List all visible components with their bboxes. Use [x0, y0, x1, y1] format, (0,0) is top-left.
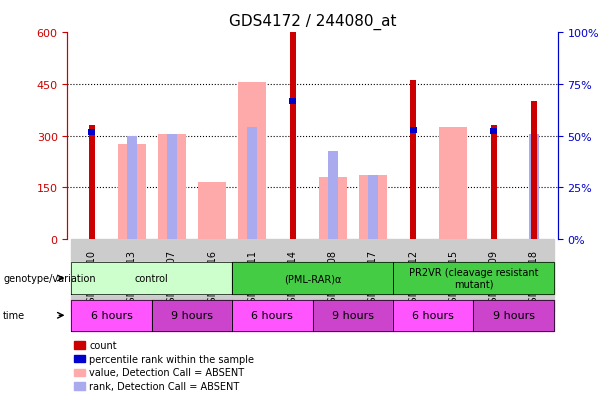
Bar: [528, 135, 539, 240]
Bar: [232, 240, 272, 312]
Bar: [328, 152, 338, 240]
Text: value, Detection Call = ABSENT: value, Detection Call = ABSENT: [89, 368, 245, 377]
Bar: [353, 240, 393, 312]
Text: 6 hours: 6 hours: [251, 311, 294, 320]
Bar: [368, 176, 378, 240]
Bar: [118, 145, 146, 240]
Bar: [490, 126, 497, 240]
Bar: [409, 128, 417, 134]
Bar: [247, 128, 257, 240]
Bar: [313, 240, 353, 312]
Bar: [158, 135, 186, 240]
Text: 6 hours: 6 hours: [91, 311, 132, 320]
Bar: [410, 81, 416, 240]
Text: 6 hours: 6 hours: [413, 311, 454, 320]
Bar: [289, 33, 295, 240]
Bar: [238, 83, 267, 240]
Text: genotype/variation: genotype/variation: [3, 273, 96, 283]
Bar: [152, 240, 192, 312]
Text: time: time: [3, 311, 25, 320]
Text: control: control: [135, 273, 169, 283]
Text: count: count: [89, 340, 117, 350]
Bar: [88, 126, 94, 240]
Bar: [359, 176, 387, 240]
Bar: [289, 98, 296, 104]
Text: rank, Detection Call = ABSENT: rank, Detection Call = ABSENT: [89, 381, 240, 391]
Bar: [127, 136, 137, 240]
Bar: [88, 129, 95, 135]
Bar: [272, 240, 313, 312]
Title: GDS4172 / 244080_at: GDS4172 / 244080_at: [229, 14, 397, 30]
Bar: [167, 135, 177, 240]
Bar: [473, 240, 514, 312]
Text: percentile rank within the sample: percentile rank within the sample: [89, 354, 254, 364]
Text: (PML-RAR)α: (PML-RAR)α: [284, 273, 341, 283]
Bar: [440, 128, 467, 240]
Bar: [393, 240, 433, 312]
Text: 9 hours: 9 hours: [493, 311, 535, 320]
Bar: [531, 102, 537, 240]
Bar: [514, 240, 554, 312]
Bar: [112, 240, 152, 312]
Text: 9 hours: 9 hours: [171, 311, 213, 320]
Bar: [192, 240, 232, 312]
Bar: [319, 178, 347, 240]
Text: PR2VR (cleavage resistant
mutant): PR2VR (cleavage resistant mutant): [409, 268, 538, 289]
Text: 9 hours: 9 hours: [332, 311, 374, 320]
Bar: [72, 240, 112, 312]
Bar: [433, 240, 473, 312]
Bar: [198, 183, 226, 240]
Bar: [490, 129, 497, 135]
